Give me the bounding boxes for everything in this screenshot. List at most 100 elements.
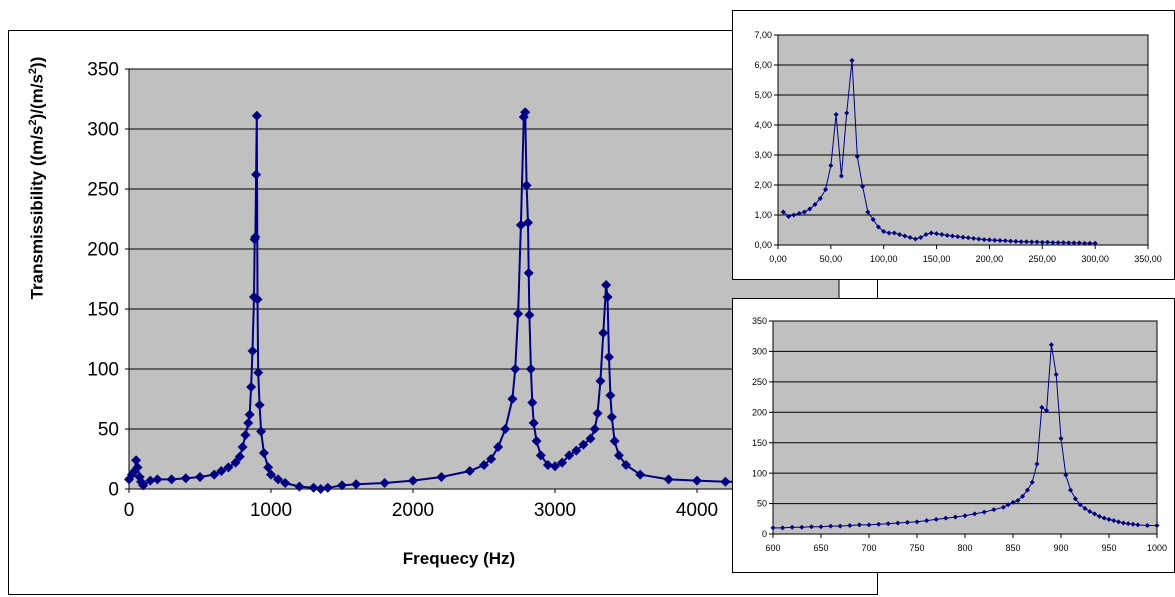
data-point — [251, 169, 262, 180]
data-point — [1050, 240, 1056, 246]
data-point — [513, 308, 524, 319]
data-point — [823, 187, 829, 192]
y-tick-label: 3,00 — [754, 150, 772, 160]
data-point — [807, 206, 813, 212]
inset-first-peak-svg: 0 50 100 150 200 250 300 350 600 650 700 750 800 850 9… — [752, 316, 1167, 553]
data-point — [1034, 239, 1040, 245]
data-point — [986, 237, 992, 243]
data-point — [780, 525, 786, 531]
data-point — [635, 469, 646, 480]
data-point — [796, 211, 802, 216]
y-tick-label: 350 — [87, 60, 119, 81]
data-point — [1044, 407, 1050, 413]
data-point — [817, 196, 823, 201]
x-tick-label: 750 — [909, 543, 924, 553]
data-point — [972, 511, 978, 517]
data-point — [493, 442, 504, 452]
data-point — [564, 450, 575, 461]
data-point — [902, 233, 908, 239]
y-label-prefix: Transmissibility ((m/s — [27, 125, 47, 300]
data-point — [263, 462, 274, 473]
data-point — [621, 460, 631, 470]
y-tick-label: 4,00 — [754, 120, 772, 130]
data-point — [944, 232, 950, 238]
y-tick-label: 2,00 — [754, 180, 772, 190]
data-point — [1082, 505, 1088, 511]
data-point — [854, 154, 860, 159]
data-point — [1045, 239, 1051, 245]
main-chart-svg: 0 50 100 150 200 250 300 350 0 1000 2000 3000 4000 50… — [87, 60, 860, 521]
data-point — [243, 418, 254, 428]
data-point — [598, 328, 609, 338]
data-point — [258, 448, 269, 458]
x-tick-label: 350,00 — [1134, 254, 1162, 264]
data-point — [1116, 519, 1122, 525]
x-tick-label: 600 — [765, 543, 780, 553]
data-point — [1144, 522, 1150, 528]
data-point — [692, 475, 702, 486]
data-point — [1092, 511, 1098, 517]
data-point — [280, 478, 291, 488]
data-point — [856, 522, 862, 528]
data-point — [251, 110, 262, 121]
data-point — [886, 230, 892, 236]
data-point — [1039, 239, 1045, 245]
data-point — [786, 214, 792, 219]
data-point — [521, 180, 532, 191]
data-point — [881, 229, 887, 234]
data-point — [939, 232, 945, 237]
data-point — [1068, 487, 1074, 493]
y-tick-label: 100 — [87, 360, 119, 381]
data-point — [524, 310, 535, 320]
data-point — [981, 237, 987, 243]
data-point — [578, 439, 589, 450]
data-point — [808, 524, 814, 530]
data-point — [230, 457, 241, 468]
data-point — [195, 472, 205, 482]
data-point — [897, 232, 903, 237]
data-point — [818, 524, 824, 530]
data-point — [875, 224, 881, 230]
data-point — [870, 217, 876, 222]
y-tick-label: 5,00 — [754, 90, 772, 100]
x-tick-label: 0 — [124, 500, 135, 521]
data-point — [789, 524, 795, 530]
y-tick-label: 0 — [108, 480, 119, 501]
data-point — [1008, 238, 1014, 244]
data-point — [955, 234, 961, 240]
data-point — [322, 482, 333, 493]
data-point — [838, 173, 844, 179]
data-point — [571, 445, 582, 456]
data-point — [720, 476, 731, 487]
data-point — [294, 481, 305, 492]
data-point — [1013, 238, 1019, 244]
y-tick-label: 50 — [98, 420, 119, 441]
data-point — [507, 394, 518, 404]
data-point — [479, 460, 489, 470]
data-point — [1058, 435, 1064, 441]
data-point — [252, 294, 263, 305]
data-point — [525, 364, 536, 374]
data-point — [337, 480, 347, 491]
y-tick-label: 200 — [752, 407, 767, 417]
data-point — [952, 514, 958, 520]
data-point — [1087, 240, 1093, 246]
data-point — [246, 382, 257, 392]
data-point — [895, 520, 901, 526]
data-point — [837, 523, 843, 529]
data-point — [1000, 504, 1006, 510]
data-point — [535, 450, 546, 461]
y-tick-label: 250 — [87, 180, 119, 201]
data-point — [914, 519, 920, 525]
data-point — [991, 507, 997, 513]
data-point — [223, 462, 234, 473]
y-label-suffix: )) — [27, 56, 47, 68]
data-point — [523, 268, 534, 278]
data-point — [244, 409, 255, 420]
x-tick-label: 3000 — [534, 500, 576, 521]
data-point — [1071, 240, 1077, 246]
data-point — [166, 474, 177, 485]
data-point — [254, 400, 265, 410]
inset-first-peak-panel: 0 50 100 150 200 250 300 350 600 650 700 750 800 850 9… — [732, 298, 1175, 573]
data-point — [1048, 342, 1054, 348]
